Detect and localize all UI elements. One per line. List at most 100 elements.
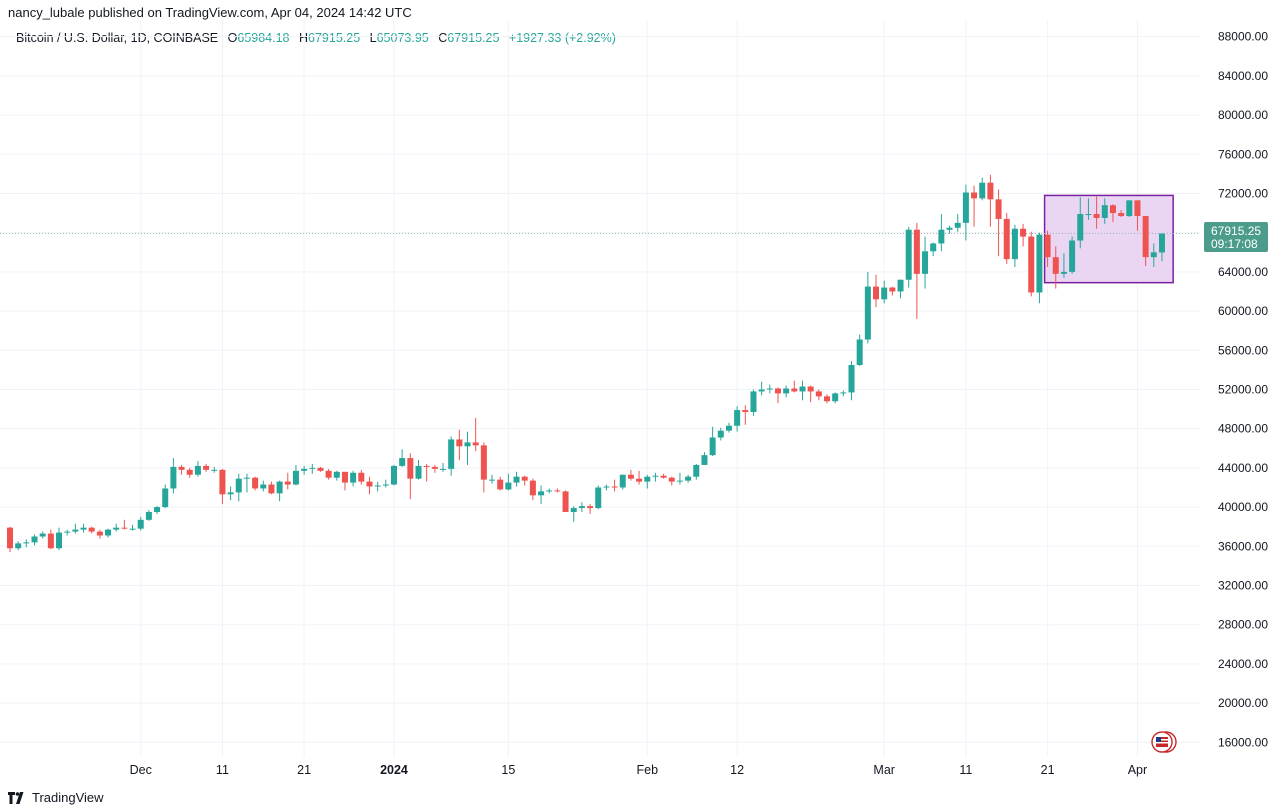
candle-2024-01-28[interactable] — [611, 479, 618, 492]
candle-2023-11-28[interactable] — [113, 523, 120, 532]
candle-2023-11-26[interactable] — [96, 529, 103, 539]
candle-2024-02-21[interactable] — [807, 385, 814, 403]
candle-2024-03-04[interactable] — [905, 226, 912, 288]
price-axis[interactable]: 88000.00 84000.00 80000.00 76000.00 72000.00… — [1218, 30, 1268, 750]
candle-2023-11-16[interactable] — [15, 541, 22, 551]
candle-2023-12-16[interactable] — [260, 480, 267, 492]
candle-2024-02-19[interactable] — [791, 380, 798, 393]
candle-2024-03-30[interactable] — [1118, 210, 1125, 217]
candle-2023-12-22[interactable] — [309, 463, 316, 474]
candle-2024-01-07[interactable] — [440, 462, 447, 472]
candle-2024-01-27[interactable] — [603, 484, 610, 491]
candle-2024-01-31[interactable] — [636, 470, 643, 485]
candle-2024-02-26[interactable] — [848, 361, 855, 401]
candle-2024-01-26[interactable] — [595, 485, 602, 510]
candle-2024-01-29[interactable] — [619, 474, 626, 490]
candle-2024-03-22[interactable] — [1052, 246, 1059, 289]
candle-2024-01-09[interactable] — [456, 429, 463, 461]
candle-2024-01-08[interactable] — [448, 436, 455, 476]
candle-2024-03-10[interactable] — [954, 214, 961, 232]
candle-2024-03-07[interactable] — [930, 242, 937, 257]
candle-2023-11-22[interactable] — [64, 529, 71, 536]
candle-2024-02-06[interactable] — [685, 474, 692, 483]
candle-2023-11-23[interactable] — [72, 523, 79, 534]
candle-2023-11-17[interactable] — [23, 539, 30, 548]
candle-2024-04-03[interactable] — [1150, 243, 1157, 267]
candle-2024-03-26[interactable] — [1085, 198, 1092, 220]
candle-2024-02-07[interactable] — [693, 463, 700, 480]
candle-2023-12-05[interactable] — [170, 458, 177, 494]
candle-2024-03-25[interactable] — [1077, 197, 1084, 249]
candle-2023-12-26[interactable] — [341, 471, 348, 491]
candle-2024-03-12[interactable] — [971, 185, 978, 227]
candle-2023-12-18[interactable] — [276, 480, 283, 502]
candles[interactable] — [7, 174, 1165, 553]
candle-2023-11-21[interactable] — [56, 527, 63, 551]
us-flag-icon[interactable] — [1150, 730, 1180, 759]
candle-2024-03-06[interactable] — [922, 236, 929, 289]
candle-2024-01-01[interactable] — [390, 464, 397, 486]
candle-2023-12-25[interactable] — [333, 470, 340, 481]
candle-2024-03-05[interactable] — [913, 222, 920, 319]
candle-2024-01-11[interactable] — [472, 417, 479, 452]
candle-2024-03-20[interactable] — [1036, 232, 1043, 304]
candle-2024-03-13[interactable] — [979, 177, 986, 201]
candle-2023-12-14[interactable] — [243, 473, 250, 493]
candle-2024-03-27[interactable] — [1093, 196, 1100, 229]
candle-2024-03-24[interactable] — [1069, 236, 1076, 274]
candle-2024-03-14[interactable] — [987, 174, 994, 227]
candle-2024-03-03[interactable] — [897, 279, 904, 299]
symbol-name[interactable]: Bitcoin / U.S. Dollar, 1D, COINBASE — [16, 31, 219, 45]
candle-2023-11-27[interactable] — [105, 528, 112, 538]
candle-2024-01-15[interactable] — [505, 473, 512, 491]
candle-2023-12-04[interactable] — [162, 484, 169, 509]
candle-2024-04-02[interactable] — [1142, 216, 1149, 266]
candle-2024-03-31[interactable] — [1126, 200, 1133, 217]
candle-2024-03-08[interactable] — [938, 214, 945, 252]
candle-2024-03-23[interactable] — [1060, 253, 1067, 278]
candle-2024-02-29[interactable] — [873, 274, 880, 308]
candle-2024-01-16[interactable] — [513, 471, 520, 487]
candle-2024-01-24[interactable] — [578, 502, 585, 512]
candle-2024-04-04[interactable] — [1158, 233, 1165, 262]
candle-2023-12-19[interactable] — [284, 472, 291, 490]
candle-2024-02-25[interactable] — [840, 390, 847, 397]
candle-2024-03-01[interactable] — [881, 280, 888, 304]
candle-2024-01-30[interactable] — [627, 469, 634, 481]
candle-2023-11-19[interactable] — [39, 531, 46, 539]
candle-2023-11-30[interactable] — [129, 524, 136, 531]
candle-2024-03-17[interactable] — [1011, 224, 1018, 267]
candle-2024-03-18[interactable] — [1020, 223, 1027, 247]
candle-2023-11-20[interactable] — [47, 529, 54, 550]
candle-2024-01-23[interactable] — [570, 506, 577, 522]
candle-2024-02-23[interactable] — [824, 394, 830, 404]
candle-2023-12-27[interactable] — [350, 470, 357, 487]
candle-2023-11-15[interactable] — [7, 526, 13, 553]
candle-2024-01-12[interactable] — [480, 442, 487, 493]
candle-2024-02-11[interactable] — [725, 422, 732, 433]
candle-2024-02-09[interactable] — [709, 426, 716, 457]
candle-2024-02-24[interactable] — [832, 392, 839, 404]
candle-2024-02-12[interactable] — [734, 406, 741, 432]
candle-2024-03-15[interactable] — [995, 189, 1002, 257]
candle-2024-02-15[interactable] — [758, 381, 765, 396]
candle-2024-02-17[interactable] — [774, 387, 781, 404]
candle-2024-01-02[interactable] — [399, 449, 406, 467]
candle-2024-01-20[interactable] — [546, 488, 553, 494]
candle-2024-01-13[interactable] — [489, 474, 496, 484]
highlight-box[interactable] — [1043, 194, 1174, 284]
candle-2023-12-29[interactable] — [366, 476, 373, 495]
candle-2023-12-07[interactable] — [186, 467, 193, 478]
candle-2023-12-21[interactable] — [301, 465, 308, 475]
candle-2024-03-19[interactable] — [1028, 231, 1035, 297]
candle-2024-01-03[interactable] — [407, 453, 414, 500]
candle-2024-04-01[interactable] — [1134, 200, 1141, 231]
candle-2024-03-16[interactable] — [1003, 213, 1010, 265]
candle-2023-12-09[interactable] — [203, 463, 210, 472]
candle-2023-12-06[interactable] — [178, 464, 185, 475]
candle-2023-12-08[interactable] — [194, 461, 201, 477]
candle-2024-01-05[interactable] — [423, 463, 430, 482]
candle-2023-11-29[interactable] — [121, 519, 128, 530]
candle-2024-01-04[interactable] — [415, 460, 422, 480]
